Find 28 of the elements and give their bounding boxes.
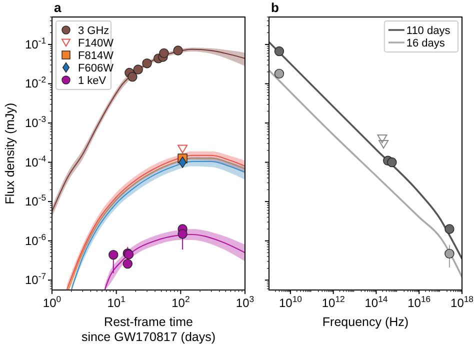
x-axis-title: Frequency (Hz) — [322, 315, 409, 329]
x-tick-label: 10$^{2}$ — [172, 294, 190, 310]
legend-label: 1 keV — [78, 75, 107, 87]
x-tick-label: 10$^{3}$ — [236, 294, 254, 310]
y-tick-label: 10$^{-2}$ — [24, 74, 46, 91]
y-tick-label: 10$^{-1}$ — [24, 35, 46, 52]
y-tick-label: 10$^{-5}$ — [24, 192, 46, 209]
legend-label: F606W — [78, 62, 114, 74]
y-tick-label: 10$^{-7}$ — [24, 271, 46, 288]
legend-label: 16 days — [406, 38, 446, 50]
legend-label: F814W — [78, 50, 114, 62]
legend-label: 110 days — [406, 25, 451, 37]
chart-title: b — [271, 0, 279, 15]
y-tick-label: 10$^{-3}$ — [24, 114, 46, 130]
y-tick-label: 10$^{-4}$ — [24, 153, 46, 170]
x-tick-label: 10$^{1}$ — [107, 294, 126, 310]
y-tick-label: 10$^{-6}$ — [24, 232, 46, 248]
chart-title: a — [54, 0, 62, 15]
legend-label: 3 GHz — [78, 25, 110, 37]
x-tick-label: 10$^{0}$ — [42, 294, 62, 310]
x-tick-label: 10$^{10}$ — [278, 294, 302, 310]
x-tick-label: 10$^{14}$ — [364, 294, 388, 310]
x-axis-title: Rest-frame time since GW170817 (days) — [81, 315, 216, 344]
x-tick-label: 10$^{16}$ — [408, 294, 431, 310]
x-tick-label: 10$^{12}$ — [322, 294, 346, 310]
x-tick-label: 10$^{18}$ — [450, 294, 474, 310]
legend-label: F140W — [78, 38, 114, 50]
y-axis-title: Flux density (mJy) — [3, 102, 17, 204]
